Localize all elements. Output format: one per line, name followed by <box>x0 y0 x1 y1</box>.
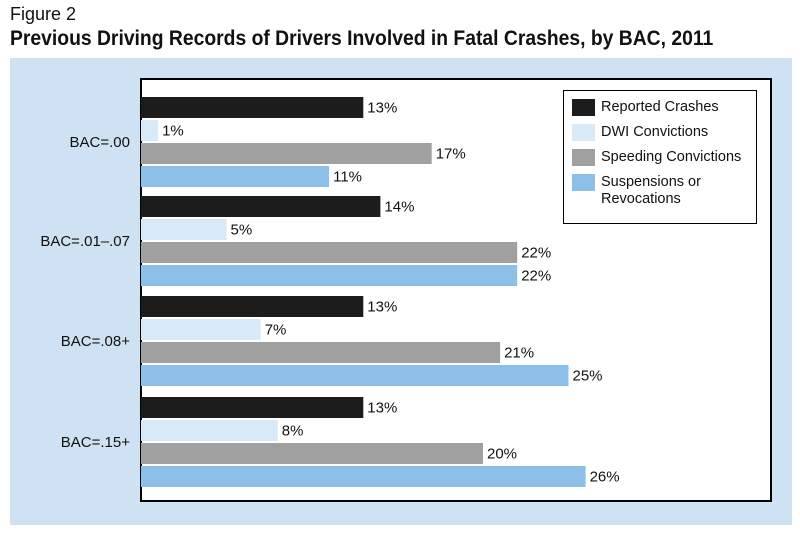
value-label-reported-crashes-bac-00: 13% <box>367 100 397 117</box>
bars-layer <box>141 97 586 487</box>
bar-suspensions-or-revocations-bac-01-07 <box>141 265 518 286</box>
bar-speeding-convictions-bac-08 <box>141 342 501 363</box>
legend-item-suspensions-or-revocations: Suspensions or Revocations <box>572 174 701 208</box>
legend-swatch <box>572 174 595 191</box>
category-labels-layer: BAC=.00 BAC=.01–.07 BAC=.08+ BAC=.15+ <box>40 134 130 451</box>
bar-suspensions-or-revocations-bac-00 <box>141 166 330 187</box>
legend-label: Speeding Convictions <box>601 149 742 165</box>
bar-reported-crashes-bac-08 <box>141 296 364 317</box>
bar-dwi-convictions-bac-08 <box>141 319 261 340</box>
bar-suspensions-or-revocations-bac-15 <box>141 466 586 487</box>
value-label-reported-crashes-bac-15: 13% <box>367 400 397 417</box>
legend-swatch <box>572 124 595 141</box>
bar-suspensions-or-revocations-bac-08 <box>141 365 569 386</box>
legend-label: DWI Convictions <box>601 124 709 140</box>
value-label-reported-crashes-bac-01-07: 14% <box>384 199 414 216</box>
value-label-suspensions-or-revocations-bac-15: 26% <box>590 469 620 486</box>
legend-label: Suspensions or Revocations <box>601 174 701 207</box>
value-label-suspensions-or-revocations-bac-00: 11% <box>333 169 362 186</box>
legend-item-dwi-convictions: DWI Convictions <box>572 124 708 141</box>
legend-label: Reported Crashes <box>601 99 719 115</box>
legend-item-reported-crashes: Reported Crashes <box>572 99 719 116</box>
chart-title: Previous Driving Records of Drivers Invo… <box>10 27 714 50</box>
value-label-dwi-convictions-bac-15: 8% <box>282 423 304 440</box>
category-label-bac-15: BAC=.15+ <box>61 434 130 451</box>
value-label-speeding-convictions-bac-08: 21% <box>504 345 534 362</box>
bar-reported-crashes-bac-15 <box>141 397 364 418</box>
value-label-speeding-convictions-bac-15: 20% <box>487 446 517 463</box>
category-label-bac-00: BAC=.00 <box>70 134 130 151</box>
value-label-suspensions-or-revocations-bac-08: 25% <box>573 368 603 385</box>
value-label-reported-crashes-bac-08: 13% <box>367 299 397 316</box>
bar-speeding-convictions-bac-15 <box>141 443 483 464</box>
value-label-dwi-convictions-bac-08: 7% <box>265 322 287 339</box>
bar-reported-crashes-bac-00 <box>141 97 364 118</box>
bar-dwi-convictions-bac-15 <box>141 420 278 441</box>
value-label-dwi-convictions-bac-01-07: 5% <box>231 222 253 239</box>
bar-dwi-convictions-bac-00 <box>141 120 159 141</box>
value-label-speeding-convictions-bac-00: 17% <box>436 146 466 163</box>
bar-reported-crashes-bac-01-07 <box>141 196 381 217</box>
legend-item-speeding-convictions: Speeding Convictions <box>572 149 741 166</box>
value-label-speeding-convictions-bac-01-07: 22% <box>521 245 551 262</box>
value-label-dwi-convictions-bac-00: 1% <box>162 123 184 140</box>
legend: Reported Crashes DWI Convictions Speeding … <box>563 90 757 224</box>
category-label-bac-01-07: BAC=.01–.07 <box>40 233 130 250</box>
legend-swatch <box>572 149 595 166</box>
value-label-suspensions-or-revocations-bac-01-07: 22% <box>521 268 551 285</box>
bar-dwi-convictions-bac-01-07 <box>141 219 227 240</box>
value-labels-layer: 13% 1% 17% 11% 14% 5% 22% 22% 13% 7% 21% 25% 13% 8% 20… <box>162 100 620 486</box>
category-label-bac-08: BAC=.08+ <box>61 333 130 350</box>
bar-speeding-convictions-bac-00 <box>141 143 432 164</box>
figure-label: Figure 2 <box>10 4 77 24</box>
bar-speeding-convictions-bac-01-07 <box>141 242 518 263</box>
legend-swatch <box>572 99 595 116</box>
